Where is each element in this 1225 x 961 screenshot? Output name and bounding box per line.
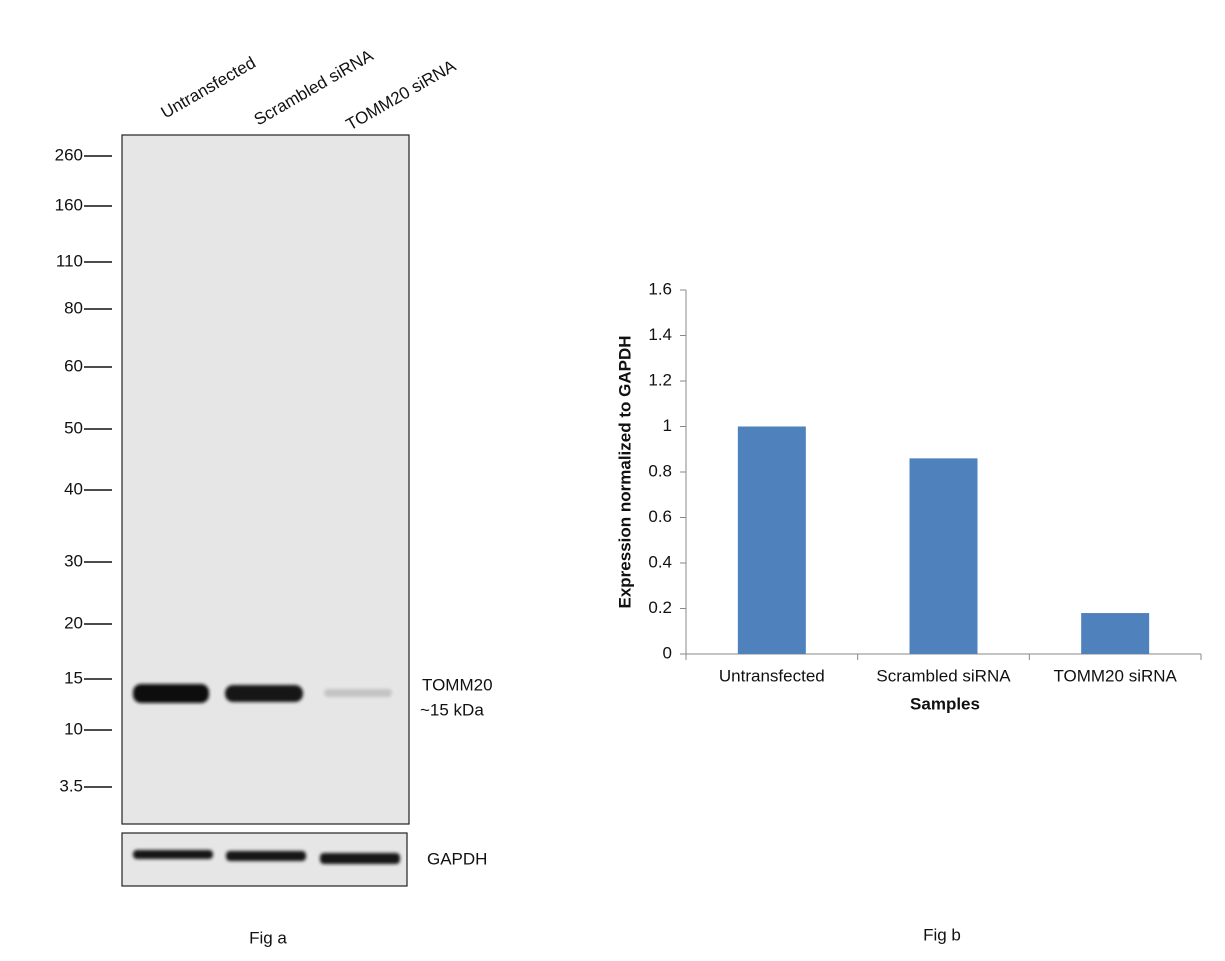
y-tick-label: 0.8 [648, 461, 672, 480]
marker-label: 15 [64, 668, 83, 687]
band [226, 851, 306, 861]
bar [1081, 613, 1150, 654]
y-tick-label: 0 [663, 643, 672, 662]
y-tick-label: 1.6 [648, 279, 672, 298]
marker-label: 80 [64, 298, 83, 317]
marker-label: 40 [64, 479, 83, 498]
blot-membrane [121, 134, 410, 825]
y-tick-label: 0.6 [648, 507, 672, 526]
marker-label: 260 [55, 145, 83, 164]
bands [133, 684, 400, 864]
marker-label: 20 [64, 613, 83, 632]
marker-label: 60 [64, 356, 83, 375]
lane-label: Untransfected [158, 53, 259, 122]
y-tick-label: 0.2 [648, 598, 672, 617]
y-axis-title: Expression normalized to GAPDH [615, 336, 634, 609]
y-tick-label: 1 [663, 416, 672, 435]
band-size: ~15 kDa [420, 700, 484, 719]
band [324, 689, 392, 697]
y-tick-label: 1.2 [648, 370, 672, 389]
marker-label: 50 [64, 418, 83, 437]
band [133, 684, 209, 703]
marker-label: 30 [64, 551, 83, 570]
x-tick-label: TOMM20 siRNA [1053, 666, 1177, 685]
caption: Fig b [923, 925, 961, 944]
marker-label: 110 [56, 251, 83, 270]
band-label: TOMM20 [422, 675, 493, 694]
x-axis-title: Samples [910, 694, 980, 713]
band [225, 685, 303, 702]
bar-chart: 0 0.2 0.4 0.6 0.8 1 1.2 1.4 1.6 Untransfected Scra… [648, 279, 1202, 685]
bar [737, 426, 806, 654]
x-tick-label: Untransfected [719, 666, 825, 685]
y-tick-label: 1.4 [648, 325, 672, 344]
loading-control-label: GAPDH [427, 849, 487, 868]
marker-label: 10 [64, 719, 83, 738]
bar [909, 458, 978, 654]
band [133, 850, 213, 859]
x-tick-label: Scrambled siRNA [876, 666, 1011, 685]
marker-label: 160 [55, 195, 83, 214]
band [320, 853, 400, 864]
marker-label: 3.5 [59, 776, 83, 795]
y-tick-label: 0.4 [648, 552, 672, 571]
caption: Fig a [249, 928, 287, 947]
